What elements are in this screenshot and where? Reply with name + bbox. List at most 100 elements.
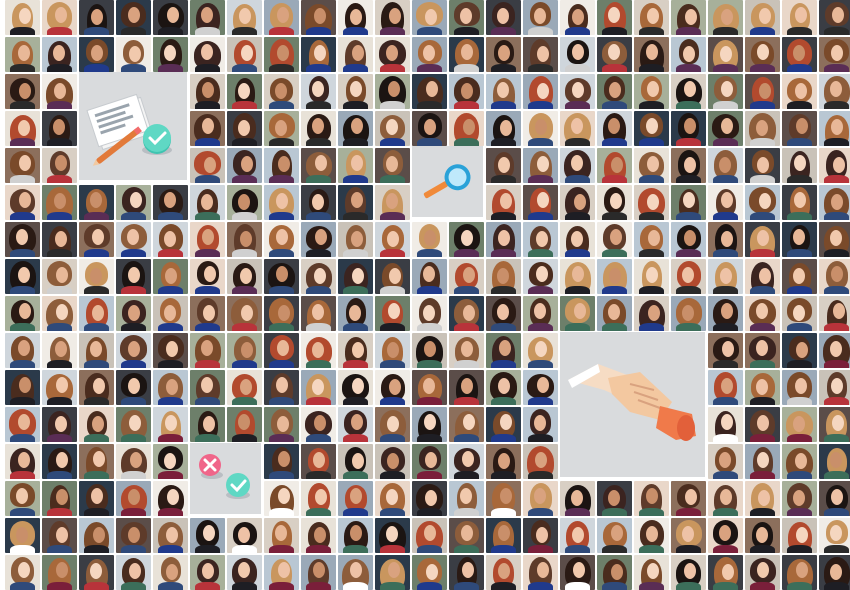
- portrait-thumbnail: [116, 222, 151, 257]
- portrait-thumbnail: [782, 74, 817, 109]
- portrait-thumbnail: [708, 74, 743, 109]
- portrait-thumbnail: [79, 185, 114, 220]
- portrait-thumbnail: [338, 185, 373, 220]
- portrait-thumbnail: [708, 407, 743, 442]
- portrait-thumbnail: [449, 518, 484, 553]
- portrait-thumbnail: [597, 111, 632, 146]
- portrait-thumbnail: [338, 518, 373, 553]
- portrait-thumbnail: [227, 296, 262, 331]
- portrait-thumbnail: [597, 37, 632, 72]
- portrait-thumbnail: [449, 74, 484, 109]
- portrait-thumbnail: [486, 555, 521, 590]
- portrait-thumbnail: [190, 555, 225, 590]
- portrait-thumbnail: [412, 481, 447, 516]
- portrait-thumbnail: [708, 481, 743, 516]
- portrait-thumbnail: [153, 222, 188, 257]
- portrait-thumbnail: [671, 0, 706, 35]
- portrait-thumbnail: [227, 185, 262, 220]
- portrait-thumbnail: [671, 481, 706, 516]
- portrait-thumbnail: [819, 481, 850, 516]
- portrait-thumbnail: [819, 407, 850, 442]
- portrait-thumbnail: [634, 518, 669, 553]
- portrait-thumbnail: [375, 148, 410, 183]
- portrait-thumbnail: [338, 444, 373, 479]
- portrait-thumbnail: [264, 333, 299, 368]
- portrait-thumbnail: [708, 518, 743, 553]
- portrait-thumbnail: [745, 481, 780, 516]
- portrait-thumbnail: [782, 518, 817, 553]
- portrait-thumbnail: [301, 0, 336, 35]
- portrait-thumbnail: [153, 296, 188, 331]
- portrait-thumbnail: [560, 296, 595, 331]
- portrait-thumbnail: [745, 111, 780, 146]
- portrait-thumbnail: [116, 37, 151, 72]
- portrait-thumbnail: [597, 481, 632, 516]
- portrait-thumbnail: [523, 333, 558, 368]
- portrait-thumbnail: [782, 370, 817, 405]
- portrait-thumbnail: [5, 370, 40, 405]
- portrait-thumbnail: [264, 555, 299, 590]
- portrait-thumbnail: [116, 0, 151, 35]
- portrait-thumbnail: [79, 518, 114, 553]
- portrait-thumbnail: [264, 444, 299, 479]
- portrait-thumbnail: [523, 74, 558, 109]
- portrait-thumbnail: [227, 518, 262, 553]
- portrait-thumbnail: [486, 0, 521, 35]
- portrait-thumbnail: [449, 37, 484, 72]
- portrait-thumbnail: [708, 555, 743, 590]
- portrait-thumbnail: [560, 481, 595, 516]
- portrait-thumbnail: [745, 37, 780, 72]
- portrait-thumbnail: [227, 333, 262, 368]
- portrait-thumbnail: [79, 370, 114, 405]
- portrait-thumbnail: [116, 555, 151, 590]
- portrait-thumbnail: [486, 148, 521, 183]
- portrait-thumbnail: [338, 407, 373, 442]
- portrait-thumbnail: [782, 37, 817, 72]
- portrait-thumbnail: [412, 74, 447, 109]
- handshake-icon: [560, 332, 705, 477]
- portrait-thumbnail: [745, 222, 780, 257]
- portrait-thumbnail: [634, 37, 669, 72]
- portrait-thumbnail: [301, 296, 336, 331]
- portrait-thumbnail: [708, 222, 743, 257]
- portrait-thumbnail: [745, 407, 780, 442]
- document-check-icon: [86, 93, 172, 166]
- portrait-thumbnail: [375, 444, 410, 479]
- portrait-thumbnail: [671, 37, 706, 72]
- portrait-thumbnail: [42, 444, 77, 479]
- portrait-thumbnail: [264, 0, 299, 35]
- portrait-thumbnail: [153, 185, 188, 220]
- portrait-thumbnail: [819, 185, 850, 220]
- portrait-thumbnail: [79, 407, 114, 442]
- portrait-thumbnail: [745, 259, 780, 294]
- portrait-thumbnail: [523, 0, 558, 35]
- portrait-thumbnail: [819, 0, 850, 35]
- portrait-thumbnail: [264, 74, 299, 109]
- portrait-thumbnail: [338, 481, 373, 516]
- portrait-thumbnail: [190, 0, 225, 35]
- portrait-thumbnail: [301, 148, 336, 183]
- portrait-thumbnail: [745, 74, 780, 109]
- portrait-thumbnail: [301, 333, 336, 368]
- portrait-thumbnail: [5, 74, 40, 109]
- portrait-thumbnail: [486, 444, 521, 479]
- portrait-thumbnail: [190, 259, 225, 294]
- portrait-thumbnail: [264, 111, 299, 146]
- portrait-thumbnail: [819, 518, 850, 553]
- portrait-thumbnail: [782, 259, 817, 294]
- portrait-thumbnail: [227, 37, 262, 72]
- portrait-thumbnail: [116, 333, 151, 368]
- portrait-thumbnail: [227, 111, 262, 146]
- portrait-thumbnail: [264, 370, 299, 405]
- portrait-thumbnail: [560, 0, 595, 35]
- portrait-thumbnail: [523, 296, 558, 331]
- portrait-thumbnail: [819, 37, 850, 72]
- portrait-thumbnail: [412, 259, 447, 294]
- portrait-thumbnail: [782, 185, 817, 220]
- portrait-thumbnail: [190, 518, 225, 553]
- portrait-thumbnail: [301, 37, 336, 72]
- portrait-thumbnail: [5, 111, 40, 146]
- portrait-thumbnail: [597, 74, 632, 109]
- portrait-thumbnail: [523, 185, 558, 220]
